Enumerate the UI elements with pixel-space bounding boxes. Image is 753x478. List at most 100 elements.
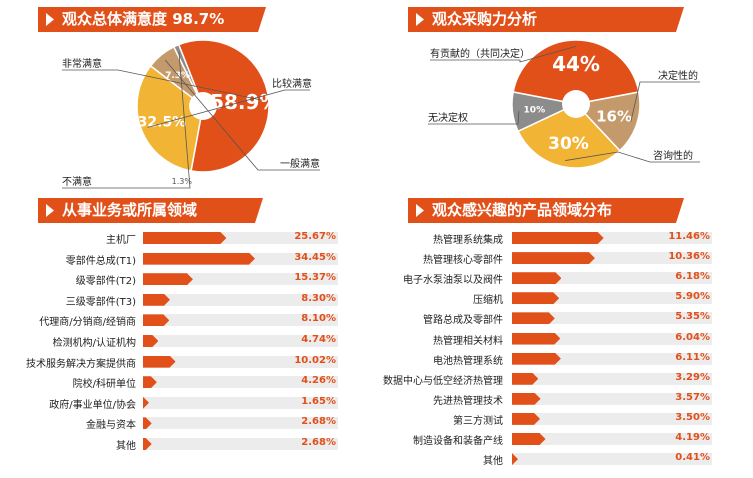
satisfaction-title: 观众总体满意度 98.7% xyxy=(38,7,266,32)
purchase-category-label-0: 有贡献的（共同决定） xyxy=(430,47,530,60)
interest-bar-9 xyxy=(512,413,540,425)
business-value-label-3: 8.30% xyxy=(301,292,336,304)
interest-bar-track-11 xyxy=(512,453,712,466)
purchase-value-label-3: 10% xyxy=(524,105,546,115)
satisfaction-value-label-2: 7.3% xyxy=(165,71,190,81)
interest-category-label-1: 热管理核心零部件 xyxy=(423,255,503,267)
business-bar-9 xyxy=(143,417,152,429)
purchase-title: 观众采购力分析 xyxy=(408,7,684,32)
interest-category-label-4: 管路总成及零部件 xyxy=(423,315,503,327)
business-bar-10 xyxy=(143,438,152,450)
business-category-label-3: 三级零部件(T3) xyxy=(65,296,136,308)
business-bar-7 xyxy=(143,376,157,388)
purchase-slice-0 xyxy=(512,39,640,105)
purchase-category-label-3: 无决定权 xyxy=(428,111,468,124)
interest-category-label-7: 数据中心与低空经济热管理 xyxy=(383,375,503,387)
business-bar-5 xyxy=(143,335,158,347)
interest-value-label-6: 6.11% xyxy=(675,351,710,363)
business-value-label-1: 34.45% xyxy=(294,251,336,263)
interest-category-label-3: 压缩机 xyxy=(473,295,503,307)
interest-category-label-9: 第三方测试 xyxy=(453,415,503,427)
interest-value-label-2: 6.18% xyxy=(675,271,710,283)
interest-category-label-8: 先进热管理技术 xyxy=(433,395,503,407)
interest-bar-0 xyxy=(512,232,604,244)
business-title: 从事业务或所属领域 xyxy=(38,198,263,223)
business-value-label-4: 8.10% xyxy=(301,313,336,325)
business-bar-track-7 xyxy=(143,376,338,389)
interest-bar-7 xyxy=(512,373,538,385)
purchase-leader-line-1 xyxy=(630,81,700,122)
business-bar-track-0 xyxy=(143,232,338,244)
business-category-label-4: 代理商/分销商/经销商 xyxy=(39,317,136,329)
business-value-label-2: 15.37% xyxy=(294,272,336,284)
business-bar-track-6 xyxy=(143,355,338,368)
interest-bar-3 xyxy=(512,292,559,304)
interest-bar-2 xyxy=(512,272,561,284)
purchase-slice-3 xyxy=(511,91,579,133)
satisfaction-value-label-0: 58.9% xyxy=(210,90,279,114)
business-value-label-0: 25.67% xyxy=(294,231,336,242)
interest-value-label-0: 11.46% xyxy=(668,231,710,242)
interest-bar-8 xyxy=(512,393,541,405)
business-bar-track-9 xyxy=(143,417,338,430)
purchase-value-label-2: 30% xyxy=(548,134,589,154)
purchase-value-label-0: 44% xyxy=(552,52,600,76)
interest-bar-1 xyxy=(512,252,595,264)
interest-bar-track-4 xyxy=(512,312,712,325)
business-value-label-7: 4.26% xyxy=(301,375,336,387)
purchase-leader-line-0 xyxy=(430,46,577,63)
interest-bar-4 xyxy=(512,312,555,324)
business-bar-track-3 xyxy=(143,293,338,306)
interest-value-label-5: 6.04% xyxy=(675,331,710,343)
interest-bar-track-3 xyxy=(512,292,712,305)
business-value-label-10: 2.68% xyxy=(301,437,336,448)
business-bar-2 xyxy=(143,273,193,285)
interest-bar-track-6 xyxy=(512,352,712,365)
business-bar-6 xyxy=(143,356,176,368)
business-category-label-5: 检测机构/认证机构 xyxy=(52,338,136,349)
interest-value-label-4: 5.35% xyxy=(675,311,710,323)
interest-category-label-0: 热管理系统集成 xyxy=(433,235,503,246)
business-category-label-10: 其他 xyxy=(116,441,136,452)
business-bar-track-10 xyxy=(143,438,338,450)
business-bar-0 xyxy=(143,232,226,244)
purchase-leader-line-2 xyxy=(565,151,700,163)
interest-bar-track-8 xyxy=(512,392,712,405)
satisfaction-leader-line-3 xyxy=(62,51,191,189)
business-value-label-5: 4.74% xyxy=(301,334,336,345)
purchase-leader-line-3 xyxy=(428,111,520,125)
business-bar-8 xyxy=(143,397,149,409)
satisfaction-category-label-0: 非常满意 xyxy=(62,57,102,70)
interest-category-label-10: 制造设备和装备产线 xyxy=(413,436,503,447)
interest-bar-track-1 xyxy=(512,252,712,265)
business-bar-track-1 xyxy=(143,252,338,265)
interest-bar-6 xyxy=(512,353,561,365)
business-category-label-0: 主机厂 xyxy=(106,235,136,246)
satisfaction-leader-line-0 xyxy=(62,69,263,101)
business-bar-track-2 xyxy=(143,273,338,286)
interest-bar-track-7 xyxy=(512,372,712,385)
interest-value-label-10: 4.19% xyxy=(675,432,710,443)
interest-value-label-11: 0.41% xyxy=(675,452,710,464)
interest-value-label-9: 3.50% xyxy=(675,411,710,423)
business-bar-track-8 xyxy=(143,396,338,409)
business-category-label-9: 金融与资本 xyxy=(86,420,136,432)
business-category-label-1: 零部件总成(T1) xyxy=(65,255,136,267)
purchase-value-label-1: 16% xyxy=(596,108,632,126)
business-bar-track-5 xyxy=(143,335,338,347)
business-bar-track-4 xyxy=(143,314,338,327)
satisfaction-slice-3 xyxy=(172,43,204,107)
interest-category-label-2: 电子水泵油泵以及阀件 xyxy=(403,275,503,287)
interest-category-label-5: 热管理相关材料 xyxy=(433,335,503,347)
purchase-category-label-1: 决定性的 xyxy=(658,69,698,82)
interest-category-label-11: 其他 xyxy=(483,456,503,468)
business-bar-3 xyxy=(143,294,170,306)
satisfaction-leader-line-2 xyxy=(164,59,320,171)
business-value-label-9: 2.68% xyxy=(301,416,336,428)
interest-value-label-3: 5.90% xyxy=(675,291,710,303)
interest-value-label-1: 10.36% xyxy=(668,251,710,263)
interest-title: 观众感兴趣的产品领域分布 xyxy=(408,198,684,223)
satisfaction-category-label-2: 一般满意 xyxy=(280,157,320,170)
business-category-label-8: 政府/事业单位/协会 xyxy=(49,399,136,411)
